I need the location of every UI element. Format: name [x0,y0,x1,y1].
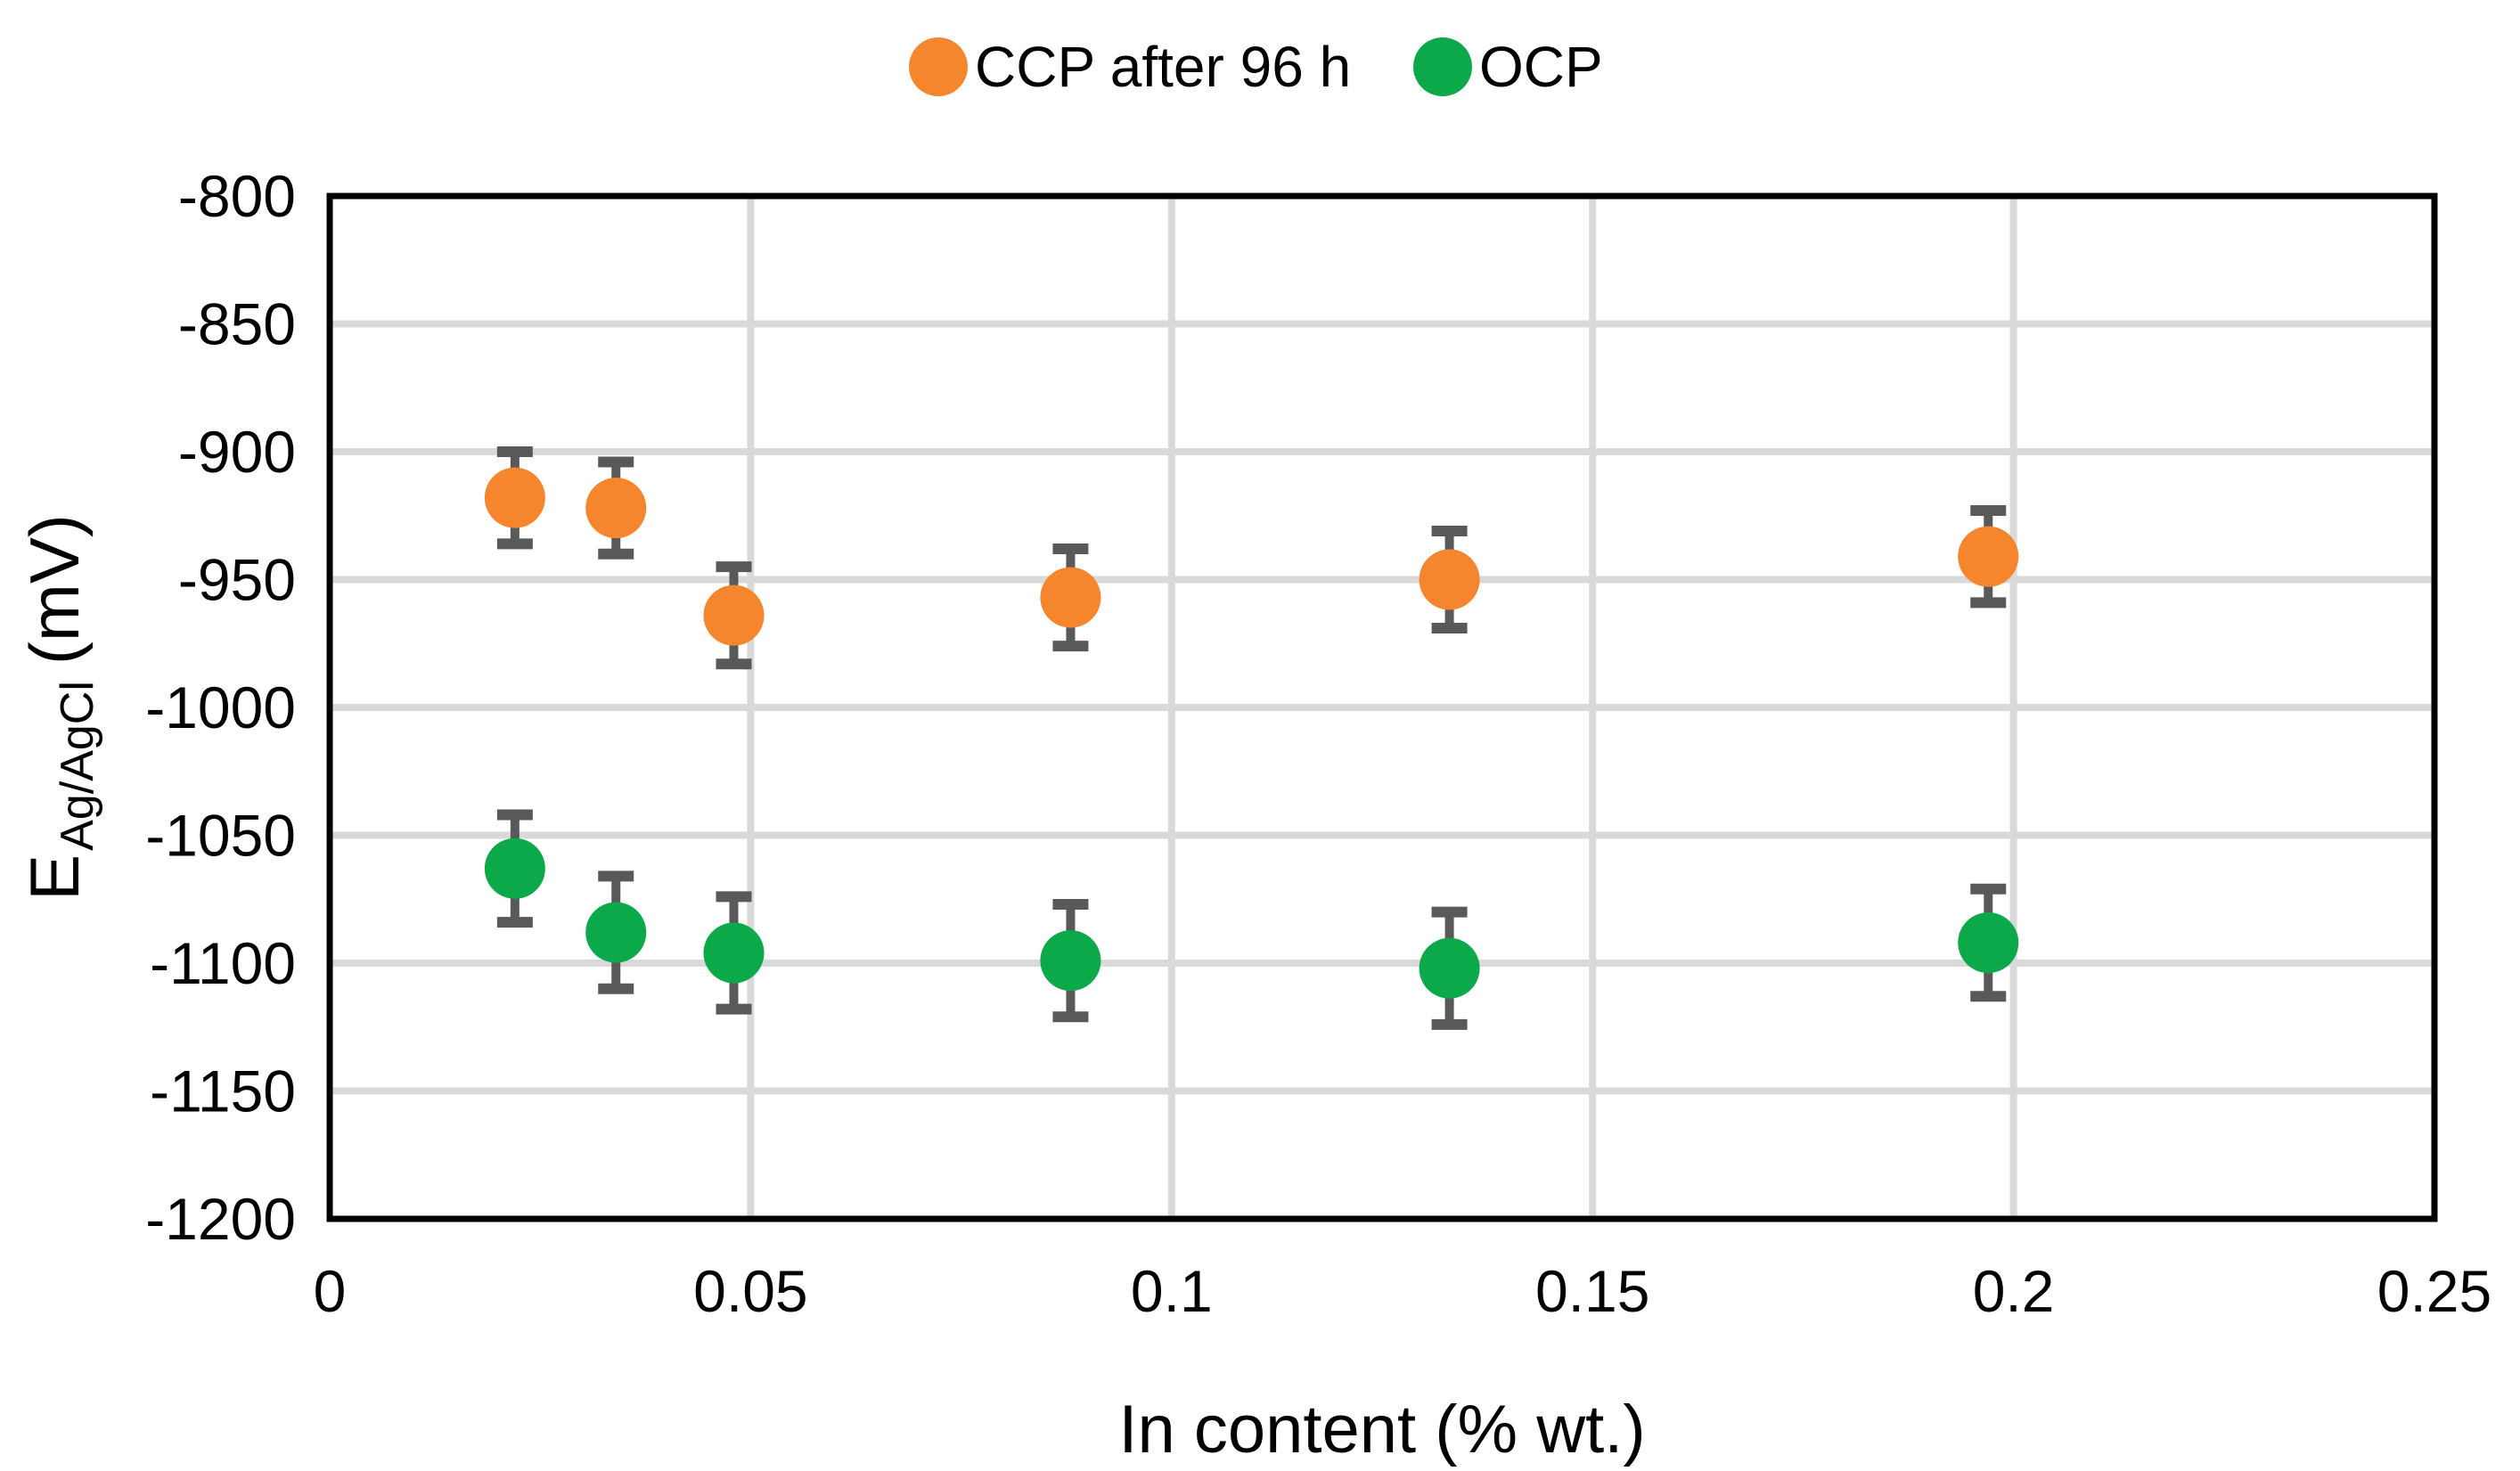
x-axis-title: In content (% wt.) [1118,1392,1645,1467]
data-point [1040,930,1101,992]
legend-swatch [909,37,968,96]
y-axis-title: EAg/AgCl (mV) [15,514,103,901]
gridlines [330,196,2434,1219]
data-point [585,902,647,963]
series-ccp-after-96-h [484,446,2019,670]
y-axis-title-subscript: Ag/AgCl [52,681,103,851]
y-tick-label: -950 [178,547,296,613]
x-tick-label: 0.1 [1131,1258,1213,1324]
series-layer [484,446,2019,1030]
y-tick-label: -800 [178,163,296,229]
y-tick-label: -850 [178,291,296,357]
plot-area [326,192,2438,1222]
data-point [703,584,765,646]
data-point [1040,567,1101,628]
legend-label: CCP after 96 h [975,35,1351,99]
x-axis-tick-labels: 0 0.05 0.1 0.15 0.2 0.25 [314,1258,2492,1324]
data-point [585,478,647,539]
y-tick-label: -1000 [145,674,296,740]
y-tick-label: -900 [178,419,296,485]
legend-item-ocp: OCP [1413,35,1603,99]
data-point [484,838,545,899]
data-point [703,922,765,984]
data-point [1958,912,2019,974]
y-axis-title-main: E [15,854,94,901]
x-tick-label: 0.2 [1973,1258,2055,1324]
data-point [1419,549,1480,610]
y-axis-tick-labels: -800 -850 -900 -950 -1000 -1050 -1100 -1150 -120… [145,163,296,1252]
x-tick-label: 0 [314,1258,347,1324]
legend-swatch [1413,37,1472,96]
y-tick-label: -1050 [145,803,296,869]
series-ocp [484,809,2019,1030]
data-point [1419,937,1480,999]
y-tick-label: -1100 [150,930,296,996]
y-axis-title-unit: (mV) [15,514,94,665]
x-tick-label: 0.05 [693,1258,807,1324]
y-tick-label: -1150 [150,1058,296,1124]
legend: CCP after 96 h OCP [909,35,1603,99]
x-tick-label: 0.25 [2377,1258,2491,1324]
data-point [1958,526,2019,587]
x-tick-label: 0.15 [1535,1258,1649,1324]
data-point [484,467,545,528]
legend-label: OCP [1479,35,1603,99]
legend-item-ccp-after-96-h: CCP after 96 h [909,35,1351,99]
y-tick-label: -1200 [145,1186,296,1252]
